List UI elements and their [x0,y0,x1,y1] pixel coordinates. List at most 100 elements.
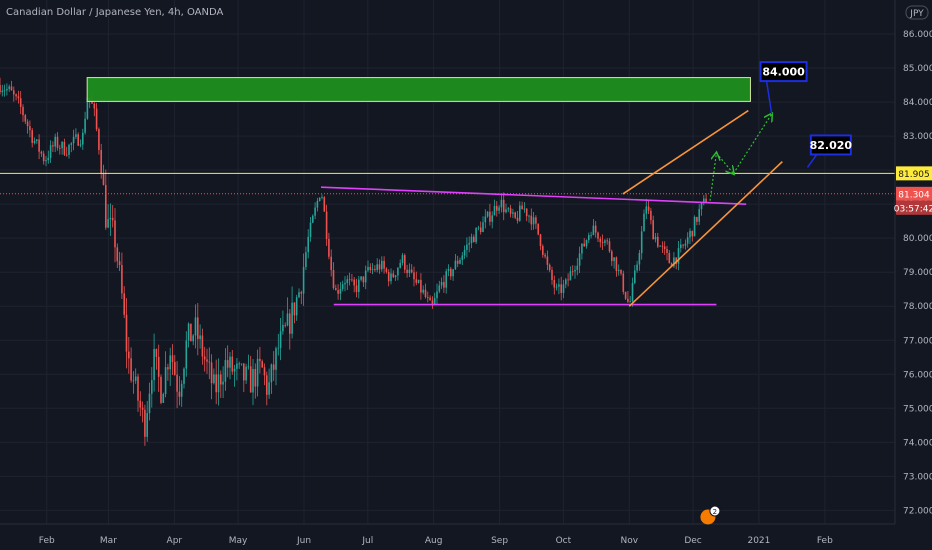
candle-body [279,331,282,348]
candle-body [75,134,77,137]
candle-body [26,121,29,127]
candle-body [8,86,10,89]
candle-body [381,260,383,270]
candle-body [385,268,388,272]
candle-body [63,141,66,155]
candle-body [613,257,615,262]
candle-body [627,298,629,302]
candle-body [431,300,434,304]
candle-body [275,348,277,370]
candle-body [553,279,556,288]
candle-body [176,374,178,392]
event-count-label: 2 [713,508,717,516]
candle-body [578,253,581,266]
candle-body [420,279,422,293]
candle-body [36,139,38,141]
projection-arrow[interactable] [715,152,733,173]
candle-body [502,199,505,213]
candle-body [424,289,427,298]
candle-body [335,288,337,291]
candle-body [615,257,618,271]
candle-body [528,215,530,217]
candle-body [371,269,374,270]
candle-body [489,211,491,222]
candle-body [183,368,185,384]
y-tick-label: 76.000 [903,370,932,380]
candle-body [203,356,206,360]
candle-body [583,243,585,247]
drawing-annotations[interactable]: 84.000 82.020 [0,61,895,307]
candle-body [33,140,36,143]
candle-body [86,97,89,119]
candle-body [332,270,335,289]
candle-body [137,376,139,401]
candle-body [38,139,40,152]
candle-body [346,279,349,284]
candle-body [689,230,691,238]
candle-body [521,205,523,210]
candle-body [284,324,286,326]
event-marker[interactable]: 2 [700,505,721,525]
candle-body [0,85,1,93]
candle-body [663,246,666,250]
candle-body [180,383,183,397]
candle-body [475,228,477,243]
callout-84000[interactable]: 84.000 [759,61,808,115]
countdown-badge: 03:57:42 [894,200,932,215]
candle-body [680,244,682,249]
candle-body [208,361,211,363]
x-tick-label: Sep [491,536,508,546]
x-tick-label: Jul [361,536,373,546]
candle-body [443,282,445,288]
candle-body [107,219,109,228]
candle-body [634,270,636,284]
callout-pointer [765,80,773,115]
candle-body [47,157,50,161]
x-tick-label: Jun [296,536,311,546]
candle-body [498,207,500,211]
candle-body [394,275,397,278]
candle-body [130,358,132,381]
candle-body [604,240,606,243]
candle-body [401,255,404,264]
candle-body [546,256,549,265]
currency-badge[interactable]: JPY [905,5,929,20]
descending-trendline[interactable] [320,186,747,205]
candle-body [645,206,648,214]
channel-lower-line[interactable] [628,161,783,307]
candle-body [450,268,452,277]
candle-body [661,245,664,247]
candle-body [684,243,687,246]
candle-body [289,313,291,334]
resistance-zone[interactable] [86,77,751,102]
candle-body [144,409,146,437]
callout-82020[interactable]: 82.020 [806,134,852,168]
candle-body [399,263,401,268]
candle-body [404,255,406,270]
candle-body [341,284,344,289]
candle-body [31,130,33,143]
y-tick-label: 86.000 [903,30,932,40]
candle-body [558,284,560,287]
x-tick-label: Oct [556,536,572,546]
candle-body [224,360,227,382]
projection-arrow[interactable] [709,153,716,201]
candle-body [100,149,102,174]
price-badge-81304: 81.304 [896,186,932,201]
candle-body [68,144,70,155]
candle-body [643,213,645,232]
candlestick-series[interactable] [0,77,707,446]
candle-body [178,391,181,397]
candle-body [300,292,303,294]
candle-body [433,298,436,304]
x-tick-label: Mar [100,536,117,546]
channel-upper-line[interactable] [622,109,749,195]
candle-body [629,301,631,302]
candle-body [114,220,116,248]
candle-body [270,364,273,383]
candle-body [199,335,201,340]
candle-body [532,217,535,225]
candle-body [652,220,654,240]
y-tick-label: 72.000 [903,506,932,516]
